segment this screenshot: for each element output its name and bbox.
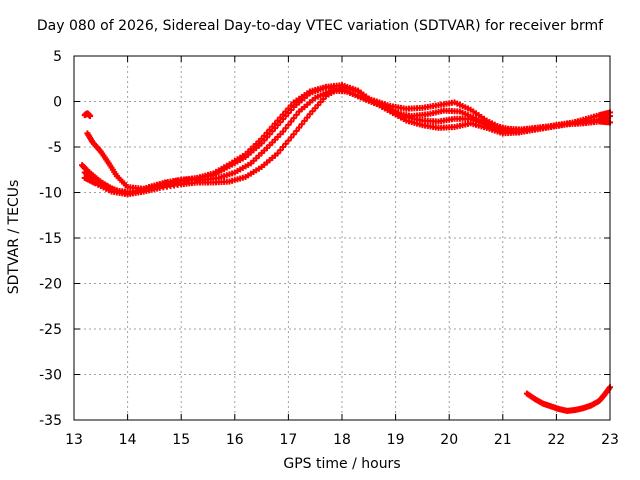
- data-point: [277, 147, 284, 154]
- data-point: [290, 115, 297, 122]
- data-point: [285, 121, 292, 128]
- y-tick-label: -35: [39, 413, 62, 429]
- x-tick-label: 18: [333, 432, 351, 448]
- y-tick-label: -15: [39, 231, 62, 247]
- data-point: [304, 114, 311, 121]
- x-tick-label: 17: [279, 432, 297, 448]
- data-point: [293, 111, 300, 118]
- data-point: [272, 120, 278, 127]
- data-point: [288, 134, 295, 141]
- x-tick-label: 21: [494, 432, 512, 448]
- data-point: [298, 121, 305, 128]
- y-tick-label: -10: [39, 186, 62, 202]
- data-point: [296, 124, 303, 131]
- series-track-b: [81, 87, 608, 196]
- series-track-e: [523, 384, 613, 414]
- data-points: [79, 82, 613, 414]
- series-track-f: [81, 110, 94, 120]
- data-point: [317, 99, 324, 106]
- data-point: [309, 108, 316, 115]
- x-tick-label: 22: [547, 432, 565, 448]
- x-tick-label: 13: [65, 432, 83, 448]
- x-axis-ticks: 13 14 15 16 17 18 19 20 21 22 23: [65, 56, 619, 448]
- data-point: [280, 111, 287, 118]
- data-point: [87, 113, 94, 120]
- x-tick-label: 16: [226, 432, 244, 448]
- data-point: [301, 117, 308, 124]
- data-point: [274, 150, 281, 157]
- data-point: [288, 118, 295, 125]
- data-point: [282, 140, 289, 147]
- y-tick-label: -5: [48, 140, 62, 156]
- data-point: [266, 126, 273, 133]
- data-point: [280, 144, 287, 150]
- data-point: [277, 114, 284, 121]
- y-tick-label: 5: [53, 49, 62, 65]
- x-tick-label: 15: [172, 432, 190, 448]
- data-point: [261, 132, 268, 139]
- data-point: [312, 105, 319, 112]
- x-tick-label: 23: [601, 432, 619, 448]
- series-track-c: [81, 83, 613, 198]
- data-point: [293, 127, 300, 134]
- y-tick-label: 0: [53, 95, 62, 111]
- data-point: [320, 96, 327, 103]
- x-axis-label: GPS time / hours: [283, 456, 401, 472]
- grid-lines: [74, 56, 610, 420]
- series-track-d: [84, 82, 613, 192]
- data-point: [280, 128, 287, 135]
- data-point: [282, 125, 289, 132]
- data-point: [285, 137, 292, 144]
- data-point: [258, 135, 265, 142]
- series-track-a: [79, 83, 613, 197]
- y-tick-label: -25: [39, 322, 62, 338]
- data-point: [263, 129, 270, 136]
- y-tick-label: -30: [39, 368, 62, 384]
- data-point: [314, 102, 321, 109]
- plot-frame: [73, 55, 611, 421]
- x-tick-label: 14: [119, 432, 137, 448]
- x-tick-label: 20: [440, 432, 458, 448]
- y-axis-ticks: 5 0 -5 -10 -15 -20 -25 -30 -35: [39, 49, 610, 429]
- data-point: [269, 123, 276, 130]
- y-tick-label: -20: [39, 277, 62, 293]
- x-tick-label: 19: [387, 432, 405, 448]
- data-point: [288, 102, 295, 109]
- data-point: [285, 105, 292, 112]
- chart-title: Day 080 of 2026, Sidereal Day-to-day VTE…: [36, 18, 604, 34]
- data-point: [306, 111, 313, 118]
- data-point: [274, 117, 281, 124]
- data-point: [290, 131, 297, 138]
- data-point: [282, 108, 289, 115]
